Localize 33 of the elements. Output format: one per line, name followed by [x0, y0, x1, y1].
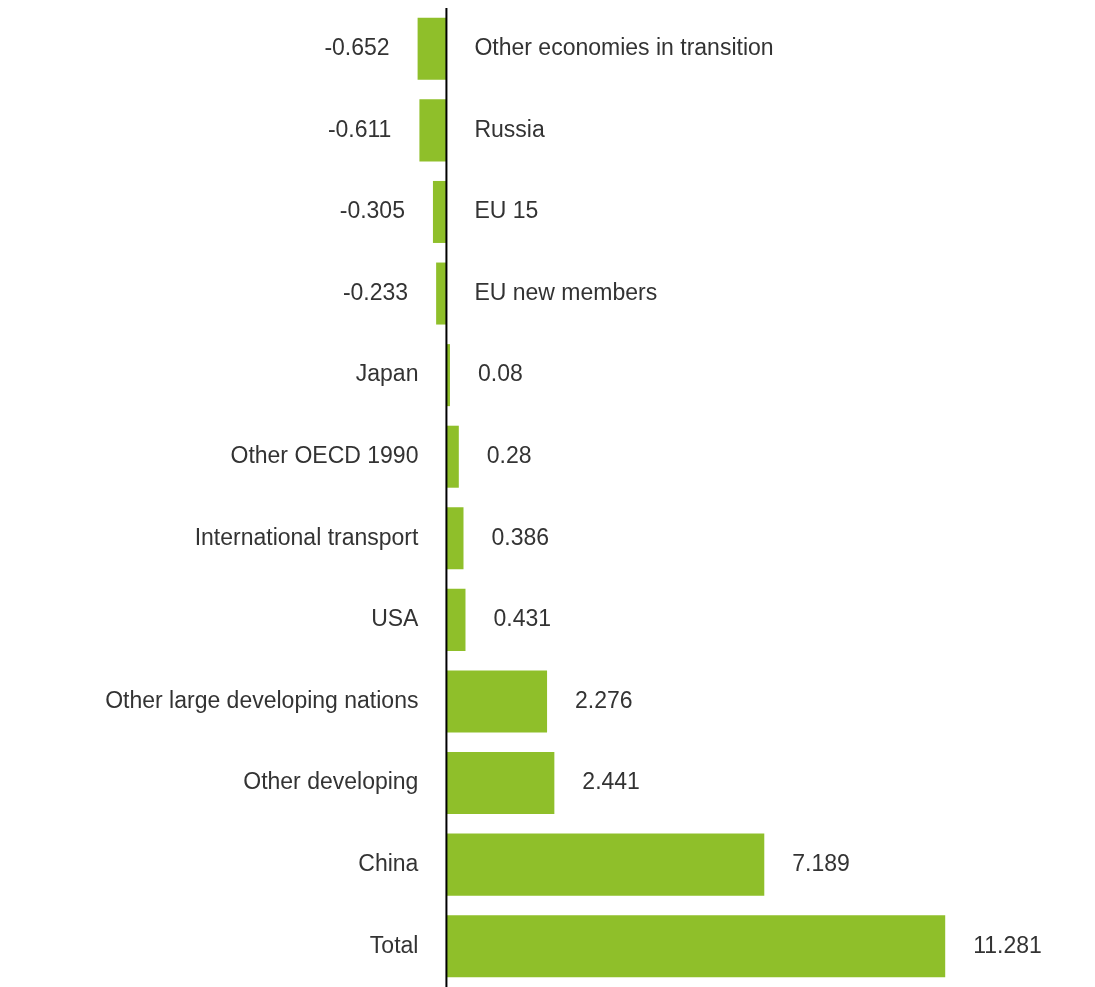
data-label: -0.305	[339, 197, 405, 224]
y-tick-label: EU 15	[474, 197, 539, 224]
bar	[419, 99, 447, 162]
bar	[446, 588, 466, 651]
data-label: 2.276	[575, 686, 633, 713]
data-label: 0.28	[486, 442, 532, 469]
y-tick-label: Russia	[474, 115, 545, 142]
bar	[446, 670, 548, 733]
y-tick-label: Total	[369, 931, 419, 958]
data-label: 0.431	[493, 605, 552, 632]
data-label: 2.441	[582, 768, 640, 795]
bar	[446, 425, 459, 488]
y-tick-label: USA	[371, 605, 420, 632]
bar	[446, 915, 946, 978]
bar	[417, 17, 447, 80]
data-label: 7.189	[792, 849, 850, 876]
y-tick-label: Other developing	[243, 768, 419, 795]
y-tick-label: International transport	[194, 523, 420, 550]
data-label: 0.08	[477, 360, 523, 387]
bar	[446, 833, 765, 896]
data-label: -0.233	[342, 278, 409, 305]
y-tick-label: Japan	[355, 360, 419, 387]
y-tick-label: China	[358, 849, 419, 876]
data-label: -0.652	[324, 34, 390, 61]
y-tick-label: Other large developing nations	[105, 686, 419, 713]
y-tick-label: EU new members	[474, 278, 658, 305]
data-label: 0.386	[491, 523, 550, 550]
data-label: -0.611	[327, 115, 392, 142]
y-tick-label: Other OECD 1990	[230, 442, 419, 469]
bar	[446, 507, 464, 570]
bar	[446, 752, 555, 815]
y-tick-label: Other economies in transition	[474, 34, 774, 61]
data-label: 11.281	[973, 931, 1042, 958]
